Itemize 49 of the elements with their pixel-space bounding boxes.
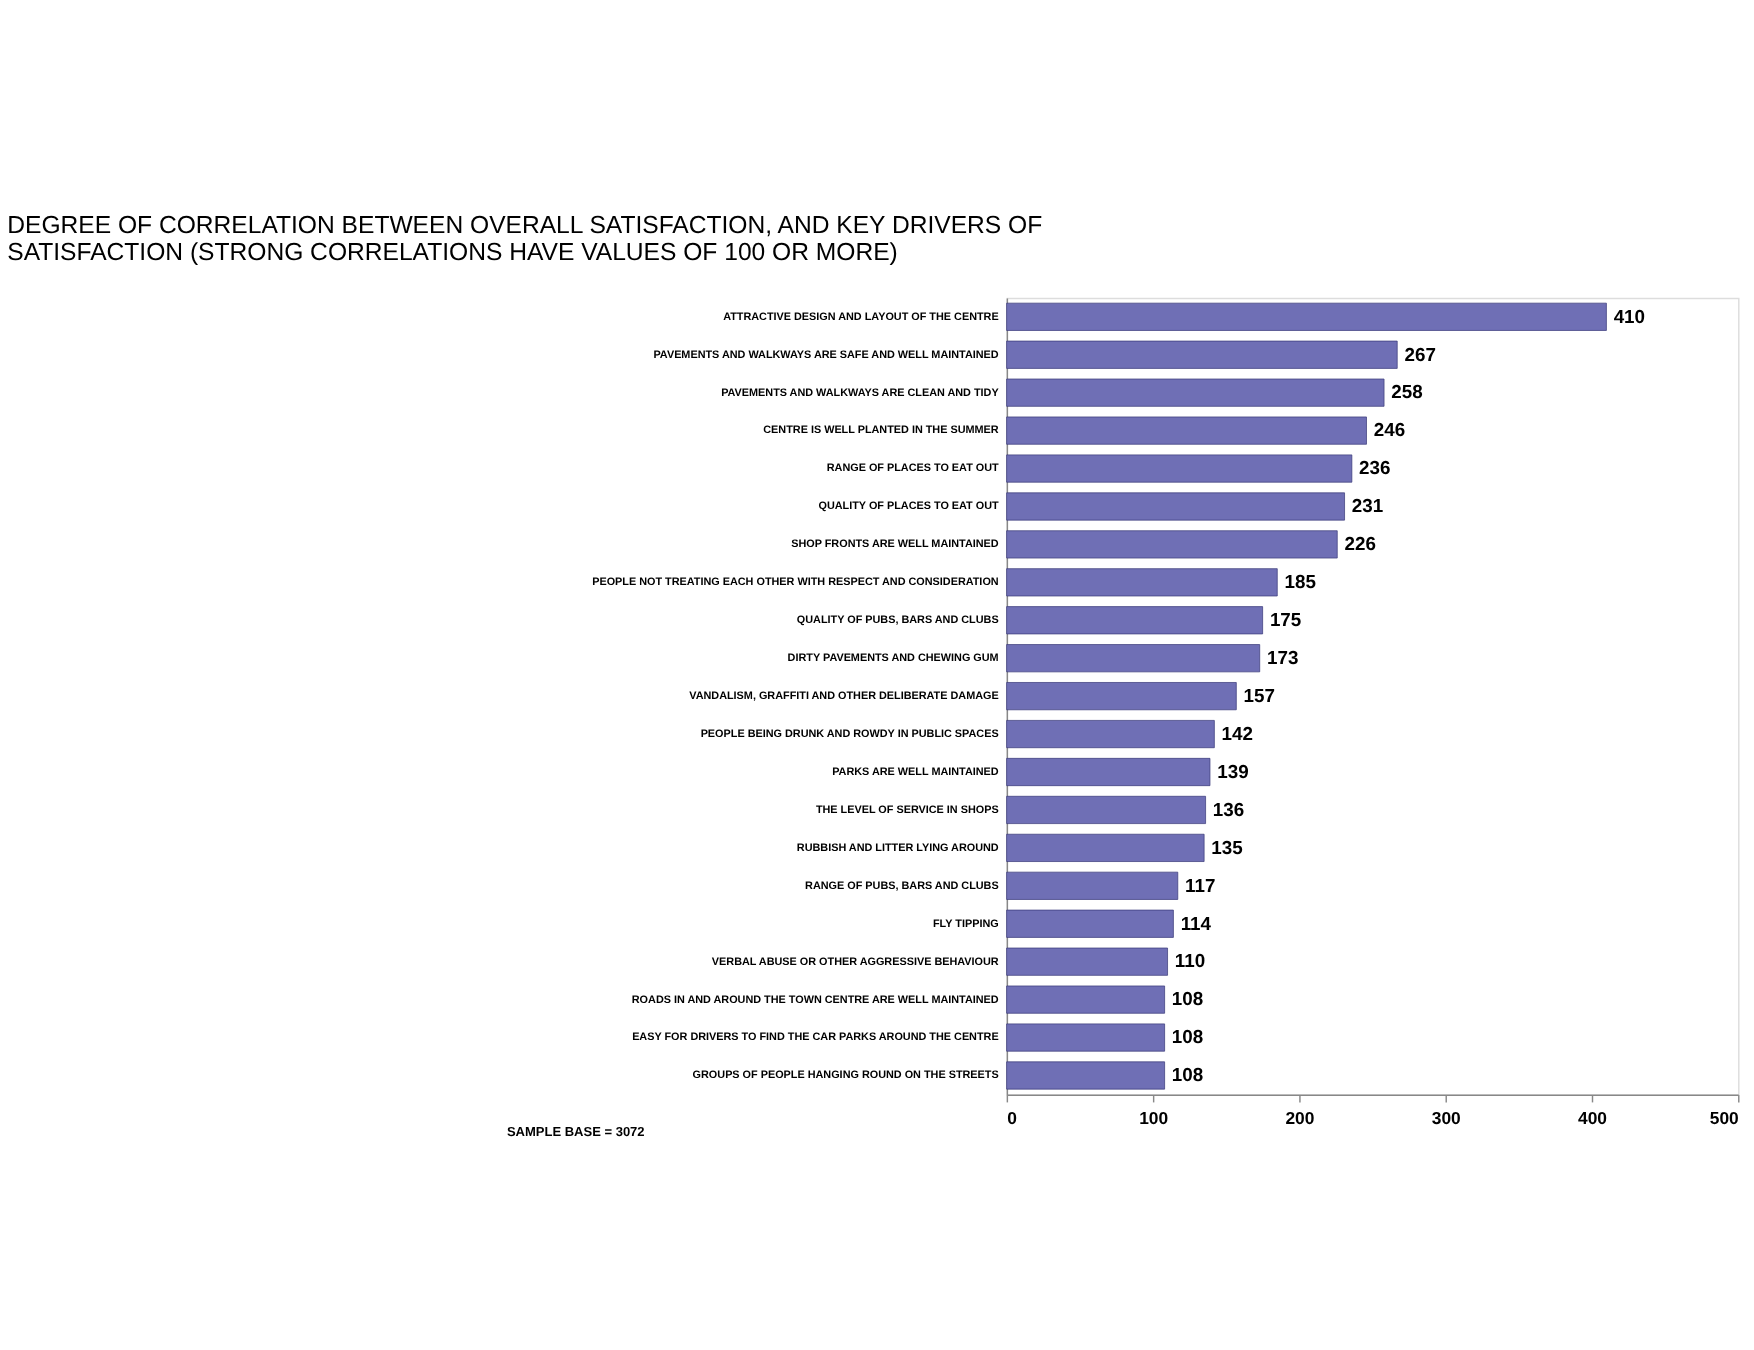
data-label: 108 bbox=[1171, 987, 1204, 1010]
bar bbox=[1006, 1061, 1165, 1090]
bar bbox=[1006, 302, 1607, 331]
text: DEGREE OF CORRELATION BETWEEN OVERALL SATISFACTION, AND KEY DRIVERS OF SATISFACTION (STRONG CORRELATIONS HAVE VALUES OF 100 OR MORE) bbox=[7, 210, 1044, 267]
data-label: 185 bbox=[1284, 570, 1316, 593]
data-label: 142 bbox=[1221, 721, 1254, 744]
data-label: 157 bbox=[1243, 683, 1275, 706]
bar bbox=[1006, 833, 1205, 862]
bar bbox=[1006, 947, 1168, 976]
bar bbox=[1006, 340, 1398, 369]
x-tick-label: 400 bbox=[1578, 1108, 1608, 1129]
bar bbox=[1006, 454, 1353, 483]
x-tick-label: 500 bbox=[1709, 1108, 1740, 1129]
bar bbox=[1006, 606, 1263, 635]
data-label: 231 bbox=[1351, 494, 1384, 517]
data-label: 135 bbox=[1211, 835, 1243, 858]
data-label: 114 bbox=[1180, 911, 1213, 934]
data-label: 246 bbox=[1373, 418, 1406, 441]
bar bbox=[1006, 985, 1165, 1014]
data-label: 258 bbox=[1391, 380, 1423, 403]
x-tick-label: 100 bbox=[1139, 1108, 1169, 1129]
bar bbox=[1006, 871, 1179, 900]
x-tick-label: 300 bbox=[1431, 1108, 1462, 1129]
bar bbox=[1006, 568, 1278, 597]
bar bbox=[1006, 644, 1261, 673]
data-label: 236 bbox=[1359, 456, 1391, 479]
bar bbox=[1006, 416, 1367, 445]
bar bbox=[1006, 909, 1174, 938]
data-label: 267 bbox=[1404, 342, 1436, 365]
bar bbox=[1006, 720, 1215, 749]
bar bbox=[1006, 530, 1338, 559]
data-label: 136 bbox=[1212, 797, 1245, 820]
data-label: 173 bbox=[1266, 646, 1299, 668]
bar bbox=[1006, 757, 1211, 787]
data-label: 226 bbox=[1344, 532, 1376, 555]
data-label: 117 bbox=[1185, 873, 1216, 896]
bar bbox=[1006, 378, 1385, 407]
data-label: 175 bbox=[1269, 608, 1302, 631]
bar bbox=[1006, 492, 1345, 521]
x-tick-label: 200 bbox=[1285, 1108, 1315, 1129]
bar bbox=[1006, 682, 1237, 711]
x-tick-label: 0 bbox=[1007, 1108, 1018, 1129]
data-label: 410 bbox=[1613, 304, 1646, 327]
bar bbox=[1006, 795, 1206, 824]
data-label: 110 bbox=[1174, 949, 1206, 972]
bar bbox=[1006, 1023, 1165, 1052]
data-label: 108 bbox=[1171, 1063, 1204, 1086]
data-label: 108 bbox=[1171, 1025, 1204, 1048]
data-label: 139 bbox=[1217, 759, 1249, 782]
